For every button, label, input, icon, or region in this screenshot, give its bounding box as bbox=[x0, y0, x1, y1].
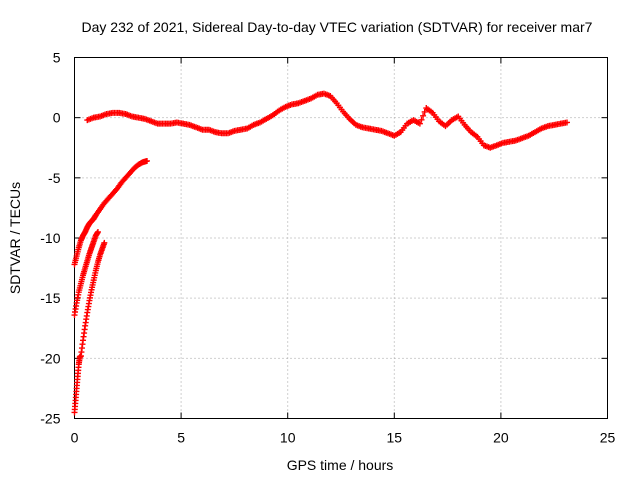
y-tick-label: -25 bbox=[40, 411, 60, 427]
y-tick-label: -10 bbox=[40, 230, 60, 246]
data-point bbox=[143, 157, 150, 164]
y-axis-label: SDTVAR / TECUs bbox=[7, 182, 23, 294]
x-tick-label: 25 bbox=[600, 430, 616, 446]
series-main bbox=[84, 90, 570, 151]
y-tick-label: -15 bbox=[40, 290, 60, 306]
x-tick-label: 0 bbox=[71, 430, 79, 446]
data-point bbox=[416, 120, 423, 127]
data-point bbox=[418, 116, 425, 123]
y-tick-label: -20 bbox=[40, 350, 60, 366]
data-point bbox=[94, 228, 101, 235]
chart-title: Day 232 of 2021, Sidereal Day-to-day VTE… bbox=[82, 19, 593, 35]
data-point bbox=[420, 112, 427, 119]
series-early-2 bbox=[71, 228, 101, 319]
y-tick-label: -5 bbox=[48, 170, 61, 186]
x-tick-label: 15 bbox=[387, 430, 403, 446]
data-point bbox=[101, 239, 108, 246]
data-point bbox=[421, 108, 428, 115]
y-tick-label: 5 bbox=[53, 50, 61, 66]
x-axis-label: GPS time / hours bbox=[287, 457, 394, 473]
x-tick-label: 10 bbox=[280, 430, 296, 446]
series-early-3 bbox=[71, 239, 108, 416]
series-early-1 bbox=[71, 157, 150, 268]
y-tick-label: 0 bbox=[53, 110, 61, 126]
data-point bbox=[563, 119, 570, 126]
x-tick-label: 20 bbox=[493, 430, 509, 446]
grid bbox=[74, 57, 608, 419]
axis-ticks: 0 5 10 15 20 25 5 0 -5 -10 -15 -20 -25 bbox=[40, 50, 615, 446]
x-tick-label: 5 bbox=[177, 430, 185, 446]
data-points bbox=[71, 90, 570, 416]
